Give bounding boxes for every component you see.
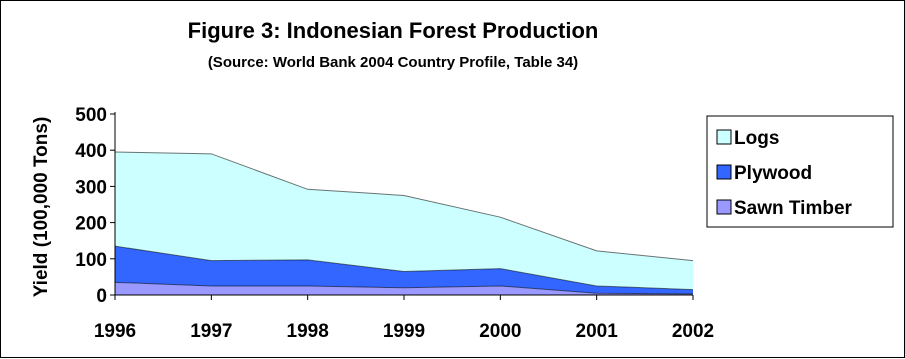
- legend-swatch-logs: [716, 129, 732, 145]
- legend: Logs Plywood Sawn Timber: [706, 115, 894, 228]
- x-tick-label: 1996: [94, 321, 136, 342]
- x-tick-labels: 1996 1997 1998 1999 2000 2001 2002: [94, 295, 714, 342]
- area-edge-logs: [114, 151, 694, 262]
- legend-label-plywood: Plywood: [734, 163, 812, 184]
- legend-swatch-sawn-timber: [716, 199, 732, 215]
- x-tick-label: 2000: [479, 321, 521, 342]
- legend-box: [706, 115, 894, 228]
- plot-area: [114, 112, 694, 296]
- legend-swatch-plywood: [716, 164, 732, 180]
- area-logs: [115, 152, 693, 290]
- chart-subtitle: (Source: World Bank 2004 Country Profile…: [208, 54, 578, 71]
- y-axis-label: Yield (100,000 Tons): [31, 117, 52, 298]
- area-plywood: [115, 246, 693, 294]
- x-tick-label: 2002: [672, 321, 714, 342]
- y-tick-label: 300: [75, 177, 107, 198]
- y-tick-label: 200: [75, 214, 107, 235]
- area-edge-sawn-timber: [114, 281, 694, 295]
- x-tick-label: 1999: [383, 321, 425, 342]
- y-tick-label: 0: [96, 286, 107, 307]
- y-tick-label: 400: [75, 141, 107, 162]
- x-tick-label: 1998: [287, 321, 329, 342]
- legend-label-logs: Logs: [734, 128, 779, 149]
- y-tick-label: 500: [75, 105, 107, 126]
- chart-title: Figure 3: Indonesian Forest Production: [188, 18, 599, 43]
- area-edge-plywood: [114, 245, 694, 291]
- x-tick-label: 1997: [190, 321, 232, 342]
- legend-label-sawn-timber: Sawn Timber: [734, 198, 853, 219]
- y-tick-labels: 0 100 200 300 400 500: [75, 105, 115, 307]
- x-tick-label: 2001: [576, 321, 619, 342]
- area-sawn-timber: [115, 282, 693, 295]
- y-tick-label: 100: [75, 250, 107, 271]
